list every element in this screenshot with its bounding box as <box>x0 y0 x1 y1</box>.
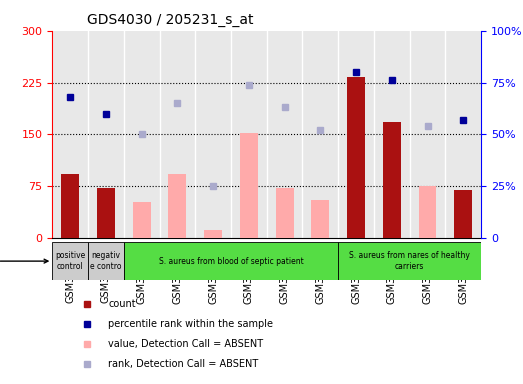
Text: negativ
e contro: negativ e contro <box>90 252 122 271</box>
Text: S. aureus from nares of healthy
carriers: S. aureus from nares of healthy carriers <box>349 252 470 271</box>
Bar <box>52 31 88 238</box>
Text: count: count <box>108 299 135 309</box>
Bar <box>88 31 124 238</box>
Text: rank, Detection Call = ABSENT: rank, Detection Call = ABSENT <box>108 359 258 369</box>
Text: infection: infection <box>0 256 48 266</box>
Text: percentile rank within the sample: percentile rank within the sample <box>108 319 273 329</box>
Bar <box>133 202 151 238</box>
Bar <box>168 174 186 238</box>
Bar <box>231 31 267 238</box>
Text: S. aureus from blood of septic patient: S. aureus from blood of septic patient <box>158 257 303 266</box>
Bar <box>195 31 231 238</box>
Text: value, Detection Call = ABSENT: value, Detection Call = ABSENT <box>108 339 263 349</box>
Bar <box>446 31 481 238</box>
Bar <box>410 31 446 238</box>
Bar <box>383 122 401 238</box>
Bar <box>276 188 293 238</box>
Bar <box>454 190 472 238</box>
Bar <box>418 186 437 238</box>
Bar <box>338 31 374 238</box>
Bar <box>240 133 258 238</box>
Bar <box>88 242 124 280</box>
Bar <box>97 188 115 238</box>
Bar <box>311 200 329 238</box>
Bar <box>204 230 222 238</box>
Bar <box>347 77 365 238</box>
Text: GDS4030 / 205231_s_at: GDS4030 / 205231_s_at <box>87 13 253 27</box>
Bar <box>302 31 338 238</box>
Text: positive
control: positive control <box>55 252 85 271</box>
Bar <box>338 242 481 280</box>
Bar <box>267 31 302 238</box>
Bar <box>52 242 88 280</box>
Bar <box>160 31 195 238</box>
Bar <box>61 174 79 238</box>
Bar <box>124 31 160 238</box>
Bar <box>124 242 338 280</box>
Bar <box>374 31 410 238</box>
